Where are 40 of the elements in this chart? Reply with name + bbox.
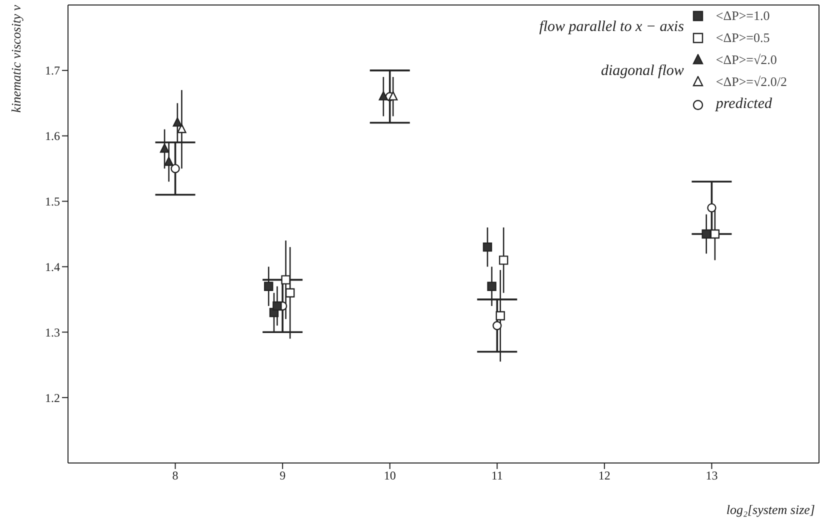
point — [164, 156, 174, 166]
legend-label: <ΔP>=0.5 — [716, 30, 771, 46]
point — [172, 117, 182, 127]
point — [177, 124, 186, 134]
legend-label: <ΔP>=√2.0 — [716, 52, 778, 68]
point — [707, 203, 716, 212]
y-tick-label: 1.7 — [45, 64, 60, 78]
point — [492, 321, 502, 330]
x-tick-label: 10 — [384, 468, 396, 483]
point — [264, 282, 274, 291]
x-tick-label: 9 — [280, 468, 286, 483]
annotation: diagonal flow — [600, 62, 684, 80]
point — [281, 275, 290, 284]
point — [272, 301, 282, 311]
legend-label: predicted — [716, 96, 773, 113]
point — [487, 282, 496, 291]
annotation: flow parallel to x − axis — [539, 18, 684, 36]
y-tick-label: 1.5 — [45, 194, 60, 209]
point — [285, 288, 295, 298]
point — [160, 144, 170, 153]
x-tick-label: 13 — [706, 468, 718, 483]
point — [378, 91, 388, 100]
point — [482, 242, 492, 252]
point — [498, 256, 508, 265]
x-tick-label: 12 — [598, 468, 610, 483]
point — [496, 311, 505, 320]
point — [388, 91, 398, 100]
y-axis-title: kinematic viscosity ν — [8, 4, 24, 113]
legend-label: <ΔP>=√2.0/2 — [716, 74, 787, 90]
point — [170, 164, 180, 174]
x-axis-title: log₂[system size] — [726, 502, 815, 517]
y-tick-label: 1.3 — [45, 325, 60, 340]
y-tick-label: 1.6 — [45, 129, 60, 144]
x-tick-label: 11 — [491, 468, 503, 483]
point — [710, 229, 720, 239]
y-tick-label: 1.2 — [45, 390, 60, 405]
point — [702, 229, 711, 239]
y-tick-label: 1.4 — [45, 260, 60, 274]
legend-label: <ΔP>=1.0 — [716, 8, 771, 24]
x-tick-label: 8 — [172, 468, 178, 483]
